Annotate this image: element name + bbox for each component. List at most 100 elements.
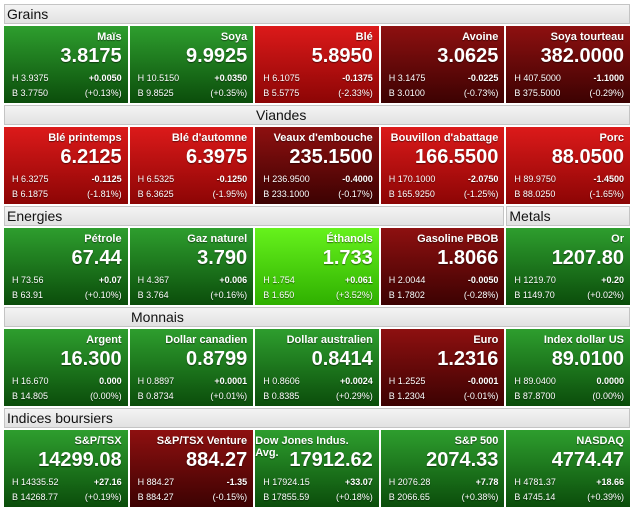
quote-change: +0.20 [601, 275, 624, 285]
quote-high: H 0.8897 [137, 376, 175, 386]
quote-change: -0.4000 [342, 174, 373, 184]
quote-name: Index dollar US [543, 334, 624, 346]
quote-name: Or [611, 233, 624, 245]
quote-high: H 10.5150 [137, 73, 180, 83]
quote-tile: Or 1207.80 H 1219.70 +0.20 B 1149.70 (+0.02%) [506, 228, 630, 305]
quote-name: Blé [355, 31, 373, 43]
quote-high: H 16.670 [12, 376, 49, 386]
quote-value: 3.8175 [60, 45, 122, 67]
quote-name: Pétrole [84, 233, 122, 245]
quote-high: H 236.9500 [263, 174, 310, 184]
quote-tile: S&P/TSX Venture 884.27 H 884.27 -1.35 B 884.… [129, 430, 254, 507]
quote-low: B 3.0100 [388, 88, 425, 98]
quote-high: H 6.1075 [263, 73, 300, 83]
quote-percent: (-0.28%) [463, 290, 499, 300]
quote-change: -2.0750 [467, 174, 499, 184]
quote-tile: Blé printemps 6.2125 H 6.3275 -0.1125 B 6.18… [4, 127, 128, 204]
quote-tile: Veaux d'embouche 235.1500 H 236.9500 -0.400… [255, 127, 379, 204]
quote-percent: (+0.13%) [84, 88, 122, 98]
quote-value: 235.1500 [289, 146, 373, 168]
quote-name: Euro [473, 334, 499, 346]
quote-value: 166.5500 [414, 146, 499, 168]
quote-low: B 165.9250 [388, 189, 435, 199]
section: Monnais Argent 16.300 H 16.670 0.000 B 14.80… [4, 307, 630, 406]
quote-tile: Maïs 3.8175 H 3.9375 +0.0050 B 3.7750 (+0.13%… [4, 26, 128, 103]
quote-low: B 1.650 [263, 290, 295, 300]
quote-tile: Soya 9.9925 H 10.5150 +0.0350 B 9.8525 (+0.35… [129, 26, 254, 103]
quote-percent: (+0.39%) [587, 492, 624, 502]
quote-change: +27.16 [93, 477, 122, 487]
quote-tile: Dollar australien 0.8414 H 0.8606 +0.0024 B … [255, 329, 379, 406]
section-header: Metals [506, 206, 630, 226]
quote-low: B 2066.65 [388, 492, 430, 502]
quote-high: H 3.9375 [12, 73, 49, 83]
quote-name: Blé d'automne [171, 132, 248, 144]
quote-name: Gasoline PBOB [417, 233, 499, 245]
quote-change: +7.78 [475, 477, 499, 487]
quote-percent: (-0.17%) [338, 189, 373, 199]
quote-value: 89.0100 [551, 348, 624, 370]
quote-name: Blé printemps [48, 132, 122, 144]
quote-percent: (-2.33%) [338, 88, 373, 98]
section-header: Monnais [4, 307, 630, 327]
quote-name: Argent [86, 334, 122, 346]
quote-change: -0.0225 [467, 73, 499, 83]
quote-value: 5.8950 [311, 45, 373, 67]
quote-percent: (0.00%) [592, 391, 624, 401]
quote-value: 67.44 [71, 247, 122, 269]
quote-percent: (-1.81%) [87, 189, 122, 199]
quote-low: B 375.5000 [514, 88, 561, 98]
quote-low: B 4745.14 [514, 492, 556, 502]
section-header: Viandes [4, 105, 630, 125]
quote-percent: (-0.15%) [212, 492, 248, 502]
quote-high: H 89.9750 [514, 174, 556, 184]
quote-change: +0.006 [219, 275, 248, 285]
quote-value: 0.8414 [311, 348, 373, 370]
section-header: Energies [4, 206, 505, 226]
quote-high: H 3.1475 [388, 73, 426, 83]
quote-high: H 6.3275 [12, 174, 49, 184]
quote-value: 17912.62 [289, 449, 373, 471]
quote-percent: (-0.01%) [463, 391, 499, 401]
quote-low: B 1.2304 [388, 391, 425, 401]
quote-low: B 9.8525 [137, 88, 174, 98]
quote-high: H 89.0400 [514, 376, 556, 386]
quote-percent: (+0.18%) [336, 492, 373, 502]
quote-low: B 0.8385 [263, 391, 300, 401]
quote-name: Veaux d'embouche [273, 132, 373, 144]
quote-high: H 407.5000 [514, 73, 561, 83]
quote-value: 6.3975 [186, 146, 248, 168]
quote-value: 3.0625 [437, 45, 499, 67]
quote-name: Éthanols [326, 233, 373, 245]
quote-tile: Euro 1.2316 H 1.2525 -0.0001 B 1.2304 (-0.01%… [380, 329, 505, 406]
quote-name: Soya tourteau [550, 31, 624, 43]
quote-high: H 2.0044 [388, 275, 426, 285]
quote-percent: (+0.02%) [587, 290, 624, 300]
quote-high: H 14335.52 [12, 477, 59, 487]
quote-low: B 14268.77 [12, 492, 59, 502]
quote-low: B 6.1875 [12, 189, 49, 199]
quote-change: +0.0050 [88, 73, 122, 83]
quote-name: NASDAQ [576, 435, 624, 447]
quote-change: +18.66 [596, 477, 624, 487]
quote-tile: Index dollar US 89.0100 H 89.0400 0.0000 B 8… [506, 329, 630, 406]
quote-change: -0.0050 [467, 275, 499, 285]
quote-value: 4774.47 [551, 449, 624, 471]
quote-value: 16.300 [60, 348, 122, 370]
quote-low: B 3.764 [137, 290, 169, 300]
quote-tile: Gasoline PBOB 1.8066 H 2.0044 -0.0050 B 1.78… [380, 228, 505, 305]
quote-tile: Bouvillon d'abattage 166.5500 H 170.1000 -2… [380, 127, 505, 204]
quote-tile: NASDAQ 4774.47 H 4781.37 +18.66 B 4745.14 (+0… [506, 430, 630, 507]
quote-name: Dollar australien [286, 334, 373, 346]
quote-percent: (-1.25%) [463, 189, 499, 199]
quote-change: +0.0001 [214, 376, 248, 386]
quote-tile: Soya tourteau 382.0000 H 407.5000 -1.1000 B … [506, 26, 630, 103]
quote-value: 88.0500 [551, 146, 624, 168]
quote-name: Maïs [97, 31, 122, 43]
quote-change: -0.1125 [91, 174, 122, 184]
quote-high: H 0.8606 [263, 376, 300, 386]
quote-value: 884.27 [186, 449, 248, 471]
quote-change: -1.35 [226, 477, 248, 487]
quote-high: H 1.2525 [388, 376, 426, 386]
section: Indices boursiers S&P/TSX 14299.08 H 14335… [4, 408, 630, 507]
